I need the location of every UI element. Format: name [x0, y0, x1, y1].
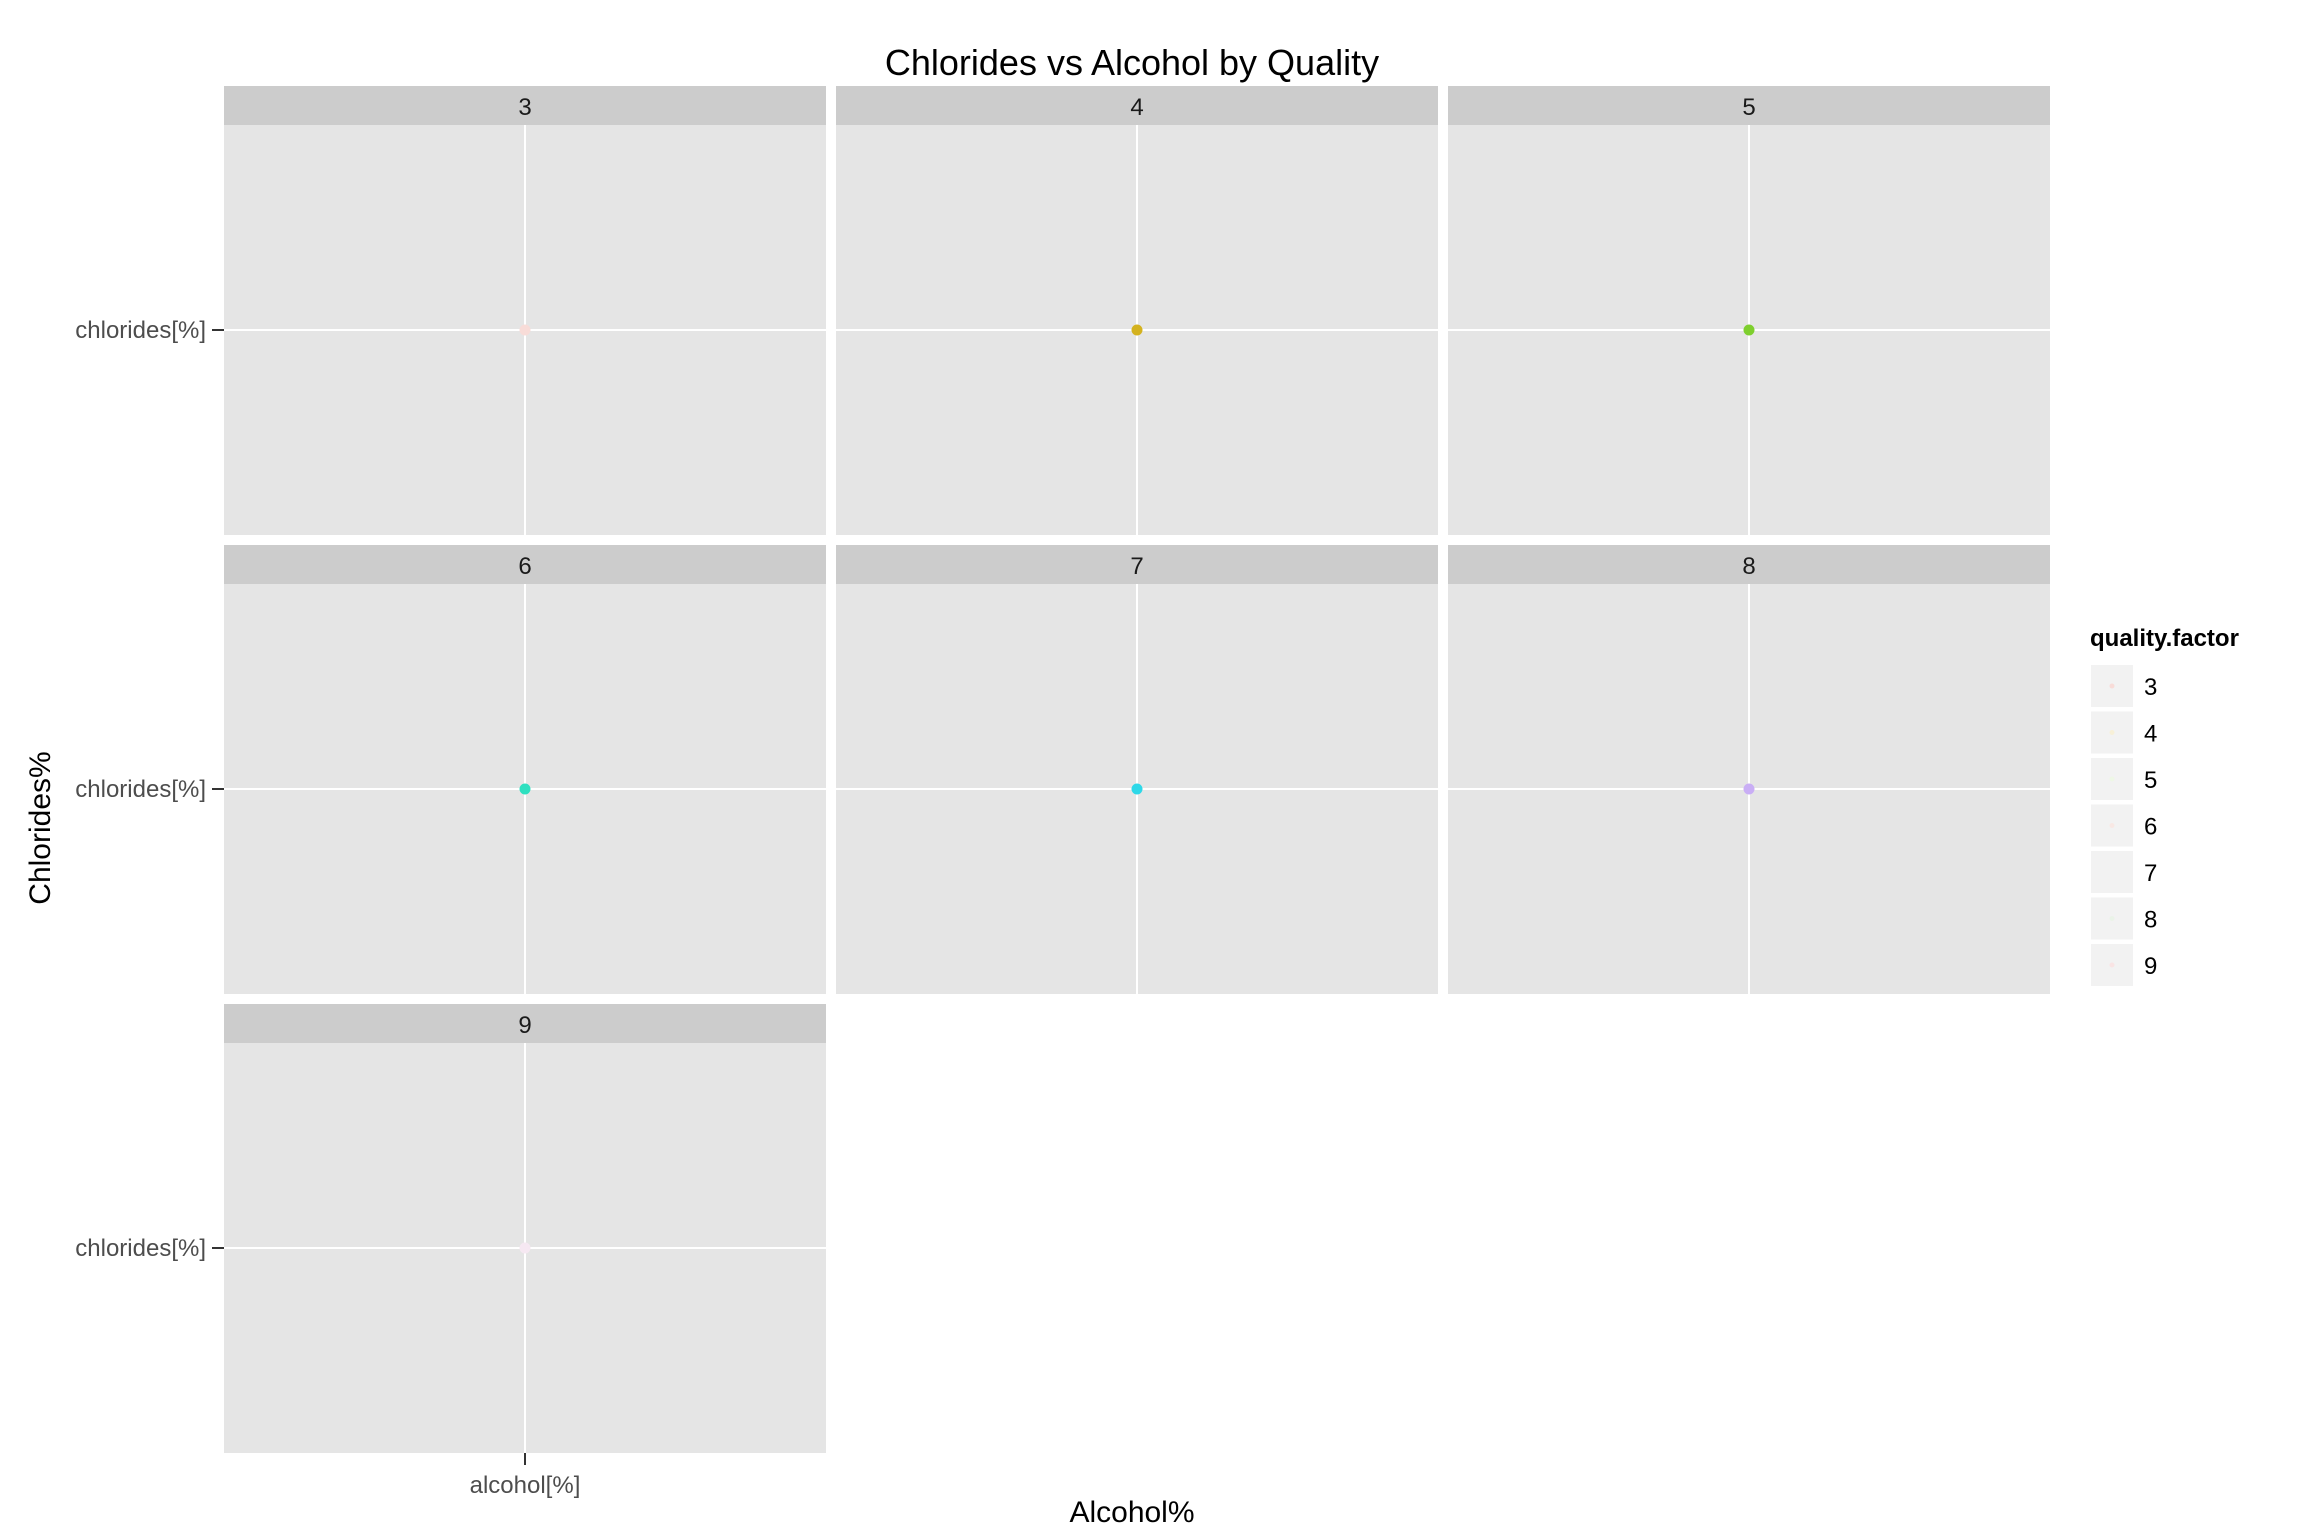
- legend-entry-9: 9: [2089, 942, 2157, 988]
- legend-label: 7: [2144, 860, 2157, 887]
- legend-label: 4: [2144, 721, 2157, 748]
- facet-strip-label: 9: [518, 1012, 531, 1039]
- legend-key-dot: [2109, 683, 2115, 689]
- legend-title: quality.factor: [2090, 625, 2239, 652]
- legend-entry-5: 5: [2089, 756, 2157, 802]
- legend-entry-7: 7: [2089, 849, 2157, 895]
- y-tick-label: chlorides[%]: [75, 776, 206, 803]
- facet-strip: [224, 86, 826, 125]
- legend-key-dot: [2109, 730, 2115, 735]
- facet-strip: [1448, 545, 2050, 584]
- data-point: [1743, 324, 1755, 336]
- facet-9: 9: [224, 1004, 826, 1453]
- legend-label: 8: [2144, 907, 2157, 934]
- axes: chlorides[%] chlorides[%] chlorides[%] alco…: [75, 317, 580, 1499]
- facet-panels: 3 4 5 6 7 8 9: [224, 86, 2050, 1453]
- legend-key-dot: [2109, 869, 2115, 875]
- x-axis-title: Alcohol%: [1069, 1496, 1194, 1529]
- facet-strip-label: 7: [1130, 553, 1143, 580]
- y-axis-title: Chlorides%: [24, 751, 57, 904]
- legend-label: 5: [2144, 767, 2157, 794]
- legend: quality.factor 3 4 5 6 7 8 9: [2089, 625, 2239, 988]
- facet-4: 4: [836, 86, 1438, 535]
- facet-strip-label: 5: [1742, 94, 1755, 121]
- legend-entry-4: 4: [2089, 709, 2157, 756]
- facet-3: 3: [224, 86, 826, 535]
- legend-label: 6: [2144, 814, 2157, 841]
- data-point: [519, 324, 531, 336]
- facet-strip: [836, 545, 1438, 584]
- facet-5: 5: [1448, 86, 2050, 535]
- x-tick-label: alcohol[%]: [470, 1472, 581, 1499]
- y-tick-label: chlorides[%]: [75, 1235, 206, 1262]
- legend-key-dot: [2109, 776, 2115, 782]
- facet-6: 6: [224, 545, 826, 994]
- data-point: [1131, 783, 1143, 795]
- facet-strip: [836, 86, 1438, 125]
- data-point: [519, 1242, 531, 1254]
- legend-key-dot: [2109, 962, 2115, 968]
- facet-strip: [224, 1004, 826, 1043]
- legend-entry-6: 6: [2089, 802, 2157, 849]
- legend-entry-8: 8: [2089, 895, 2157, 942]
- legend-key-dot: [2109, 823, 2115, 828]
- facet-7: 7: [836, 545, 1438, 994]
- data-point: [1743, 783, 1755, 795]
- legend-label: 9: [2144, 953, 2157, 980]
- legend-label: 3: [2144, 674, 2157, 701]
- y-tick-label: chlorides[%]: [75, 317, 206, 344]
- facet-strip: [224, 545, 826, 584]
- facet-strip-label: 3: [518, 94, 531, 121]
- legend-entry-3: 3: [2089, 663, 2157, 709]
- facet-strip: [1448, 86, 2050, 125]
- chart-title: Chlorides vs Alcohol by Quality: [885, 42, 1379, 83]
- facet-strip-label: 6: [518, 553, 531, 580]
- data-point: [519, 783, 531, 795]
- data-point: [1131, 324, 1143, 336]
- facet-8: 8: [1448, 545, 2050, 994]
- legend-key-dot: [2109, 916, 2115, 921]
- facet-strip-label: 8: [1742, 553, 1755, 580]
- facet-strip-label: 4: [1130, 94, 1143, 121]
